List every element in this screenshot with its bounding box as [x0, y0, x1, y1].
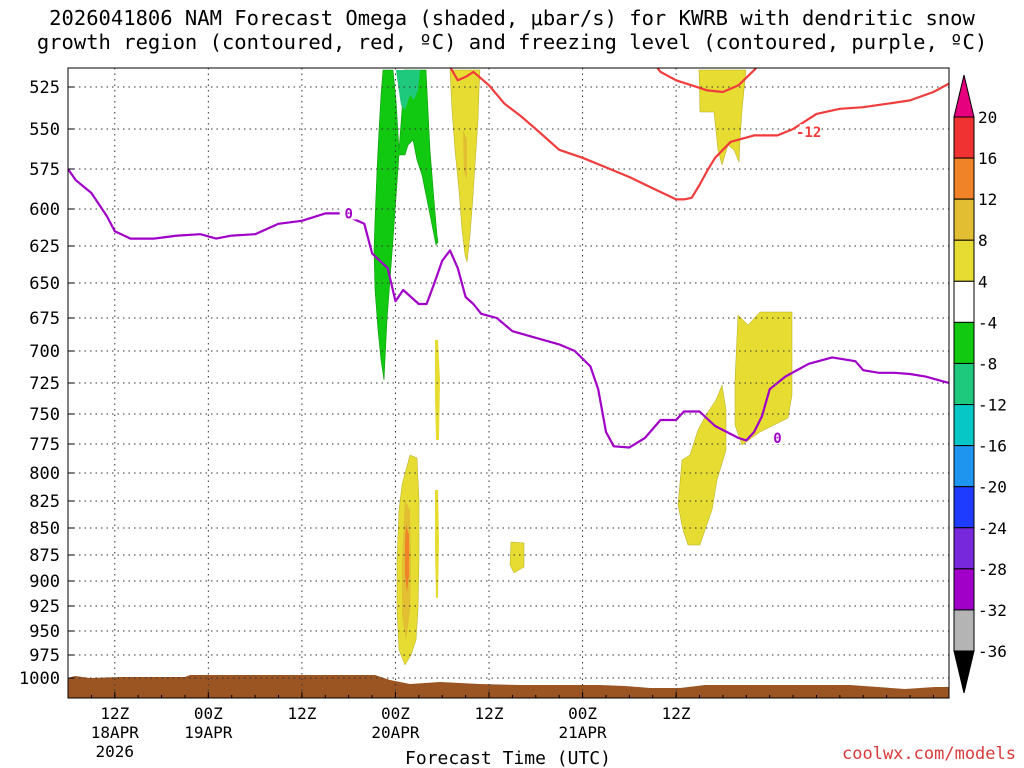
contour-label-background: [339, 205, 358, 220]
y-tick-label: 900: [29, 572, 60, 592]
contour-lines: [68, 68, 949, 449]
x-tick-label: 19APR: [184, 723, 233, 742]
colorbar-segment: [953, 239, 975, 282]
contour-label-background: [799, 124, 818, 139]
x-tick-label: 2026: [96, 742, 135, 761]
terrain-surface: [68, 675, 949, 698]
y-tick-label: 775: [29, 435, 60, 455]
colorbar-level-label: 4: [978, 272, 988, 291]
grid-lines: [68, 68, 949, 698]
y-tick-label: 950: [29, 622, 60, 642]
y-tick-label: 700: [29, 342, 60, 362]
omega-yellow-spot: [509, 541, 525, 574]
chart-title: 2026041806 NAM Forecast Omega (shaded, μ…: [0, 6, 1024, 54]
x-tick-label: 18APR: [91, 723, 140, 742]
contour-labels: 0 0 -12: [339, 124, 821, 447]
omega-teal-region: [396, 70, 420, 110]
x-axis-label: Forecast Time (UTC): [405, 748, 611, 768]
colorbar-level-label: -20: [978, 478, 1007, 497]
colorbar-level-label: 20: [978, 108, 997, 127]
colorbar-level-label: -8: [978, 354, 997, 373]
colorbar-level-label: -12: [978, 396, 1007, 415]
colorbar-level-label: 16: [978, 149, 997, 168]
x-tick-label: 00Z: [194, 704, 223, 723]
colorbar-segment: [953, 609, 975, 652]
colorbar-segment: [953, 527, 975, 570]
omega-yellow-strip: [435, 340, 440, 440]
dgz-minus12-contour: [449, 68, 949, 201]
chart-title-line2: growth region (contoured, red, ºC) and f…: [36, 30, 988, 54]
colorbar-bottom-arrow: [953, 650, 975, 694]
y-tick-label: 750: [29, 405, 60, 425]
dgz-minus12-contour-upper: [656, 68, 758, 94]
omega-orange-region: [405, 525, 409, 592]
colorbar-level-label: -4: [978, 313, 997, 332]
omega-yellow-strip: [435, 490, 439, 598]
y-tick-label: 675: [29, 309, 60, 329]
y-tick-label: 650: [29, 274, 60, 294]
y-tick-label: 825: [29, 492, 60, 512]
omega-gold-region: [463, 130, 467, 180]
contour-label: 0: [773, 431, 781, 447]
colorbar-segment: [953, 157, 975, 200]
y-tick-label: 575: [29, 160, 60, 180]
omega-yellow-region: [677, 384, 727, 546]
colorbar-level-label: 8: [978, 231, 988, 250]
y-tick-label: 1000: [19, 669, 60, 689]
colorbar-level-label: -32: [978, 601, 1007, 620]
colorbar-level-label: -16: [978, 437, 1007, 456]
y-tick-label: 975: [29, 646, 60, 666]
x-tick-label: 21APR: [558, 723, 607, 742]
y-axis: 525 550 575 600 625 650 675 700 725 750 775 800 825 8…: [19, 78, 74, 689]
colorbar-segment: [953, 280, 975, 323]
x-tick-label: 20APR: [371, 723, 420, 742]
x-tick-label: 12Z: [662, 704, 691, 723]
x-tick-label: 12Z: [287, 704, 316, 723]
colorbar-level-label: 12: [978, 190, 997, 209]
contour-label-background: [768, 430, 787, 444]
x-tick-label: 12Z: [475, 704, 504, 723]
colorbar-segment: [953, 198, 975, 241]
colorbar-segment: [953, 362, 975, 406]
y-tick-label: 600: [29, 200, 60, 220]
omega-yellow-region: [734, 311, 793, 446]
chart-title-line1: 2026041806 NAM Forecast Omega (shaded, μ…: [49, 6, 975, 30]
colorbar-level-label: -28: [978, 560, 1007, 579]
y-tick-label: 550: [29, 120, 60, 140]
freezing-level-contour: [68, 168, 949, 449]
contour-label: 0: [344, 206, 352, 222]
y-tick-label: 625: [29, 237, 60, 257]
y-tick-label: 725: [29, 374, 60, 394]
colorbar-segment: [953, 486, 975, 529]
x-tick-label: 00Z: [381, 704, 410, 723]
colorbar-segment: [953, 404, 975, 447]
y-tick-label: 925: [29, 597, 60, 617]
colorbar: 20 16 12 8 4 -4 -8 -12 -16 -20 -24 -28 -32 -36: [953, 74, 1007, 694]
x-tick-label: 12Z: [100, 704, 129, 723]
y-tick-label: 850: [29, 519, 60, 539]
colorbar-segment: [953, 116, 975, 159]
omega-shading: [68, 69, 949, 698]
colorbar-level-label: -24: [978, 519, 1007, 538]
colorbar-segment: [953, 321, 975, 364]
colorbar-top-arrow: [953, 74, 975, 118]
colorbar-segment: [953, 568, 975, 611]
colorbar-level-label: -36: [978, 642, 1007, 661]
y-tick-label: 525: [29, 78, 60, 98]
x-tick-label: 00Z: [568, 704, 597, 723]
credit-text: coolwx.com/models: [842, 744, 1016, 764]
colorbar-segment: [953, 445, 975, 488]
contour-label: -12: [796, 125, 821, 141]
y-tick-label: 875: [29, 546, 60, 566]
y-tick-label: 800: [29, 464, 60, 484]
omega-green-region: [373, 69, 439, 381]
